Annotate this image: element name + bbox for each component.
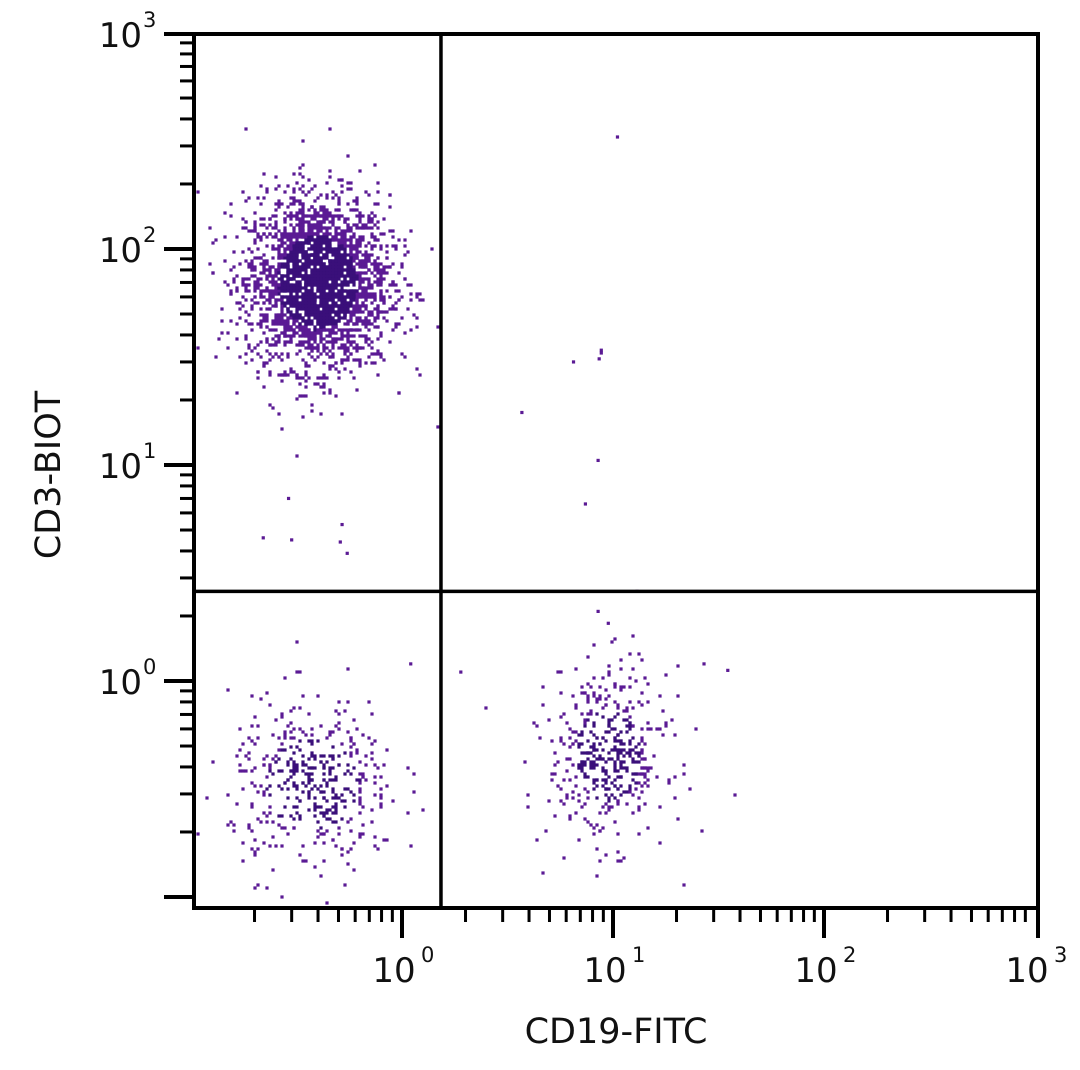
plot-frame <box>192 32 1040 910</box>
x-tick-label: 10 <box>1005 951 1048 991</box>
y-tick-label: 10 <box>99 16 142 56</box>
y-tick-label: 10 <box>99 663 142 703</box>
quadrant-gates <box>194 34 1038 908</box>
x-tick-exponent: 0 <box>421 943 434 967</box>
x-tick-label: 10 <box>794 951 837 991</box>
y-tick-exponent: 3 <box>143 8 156 32</box>
x-axis-title: CD19-FITC <box>525 1012 708 1052</box>
x-tick-label: 10 <box>583 951 626 991</box>
x-tick-exponent: 3 <box>1054 943 1067 967</box>
y-tick-exponent: 2 <box>143 223 156 247</box>
y-tick-exponent: 1 <box>143 439 156 463</box>
y-tick-label: 10 <box>99 231 142 271</box>
x-tick-exponent: 2 <box>843 943 856 967</box>
event-dots <box>196 127 737 905</box>
x-tick-exponent: 1 <box>632 943 645 967</box>
y-tick-exponent: 0 <box>143 655 156 679</box>
x-axis: 10 0 10 1 10 2 10 3 <box>253 908 1067 991</box>
y-axis-title: CD3-BIOT <box>29 390 69 559</box>
y-tick-label: 10 <box>99 447 142 487</box>
x-tick-label: 10 <box>372 951 415 991</box>
